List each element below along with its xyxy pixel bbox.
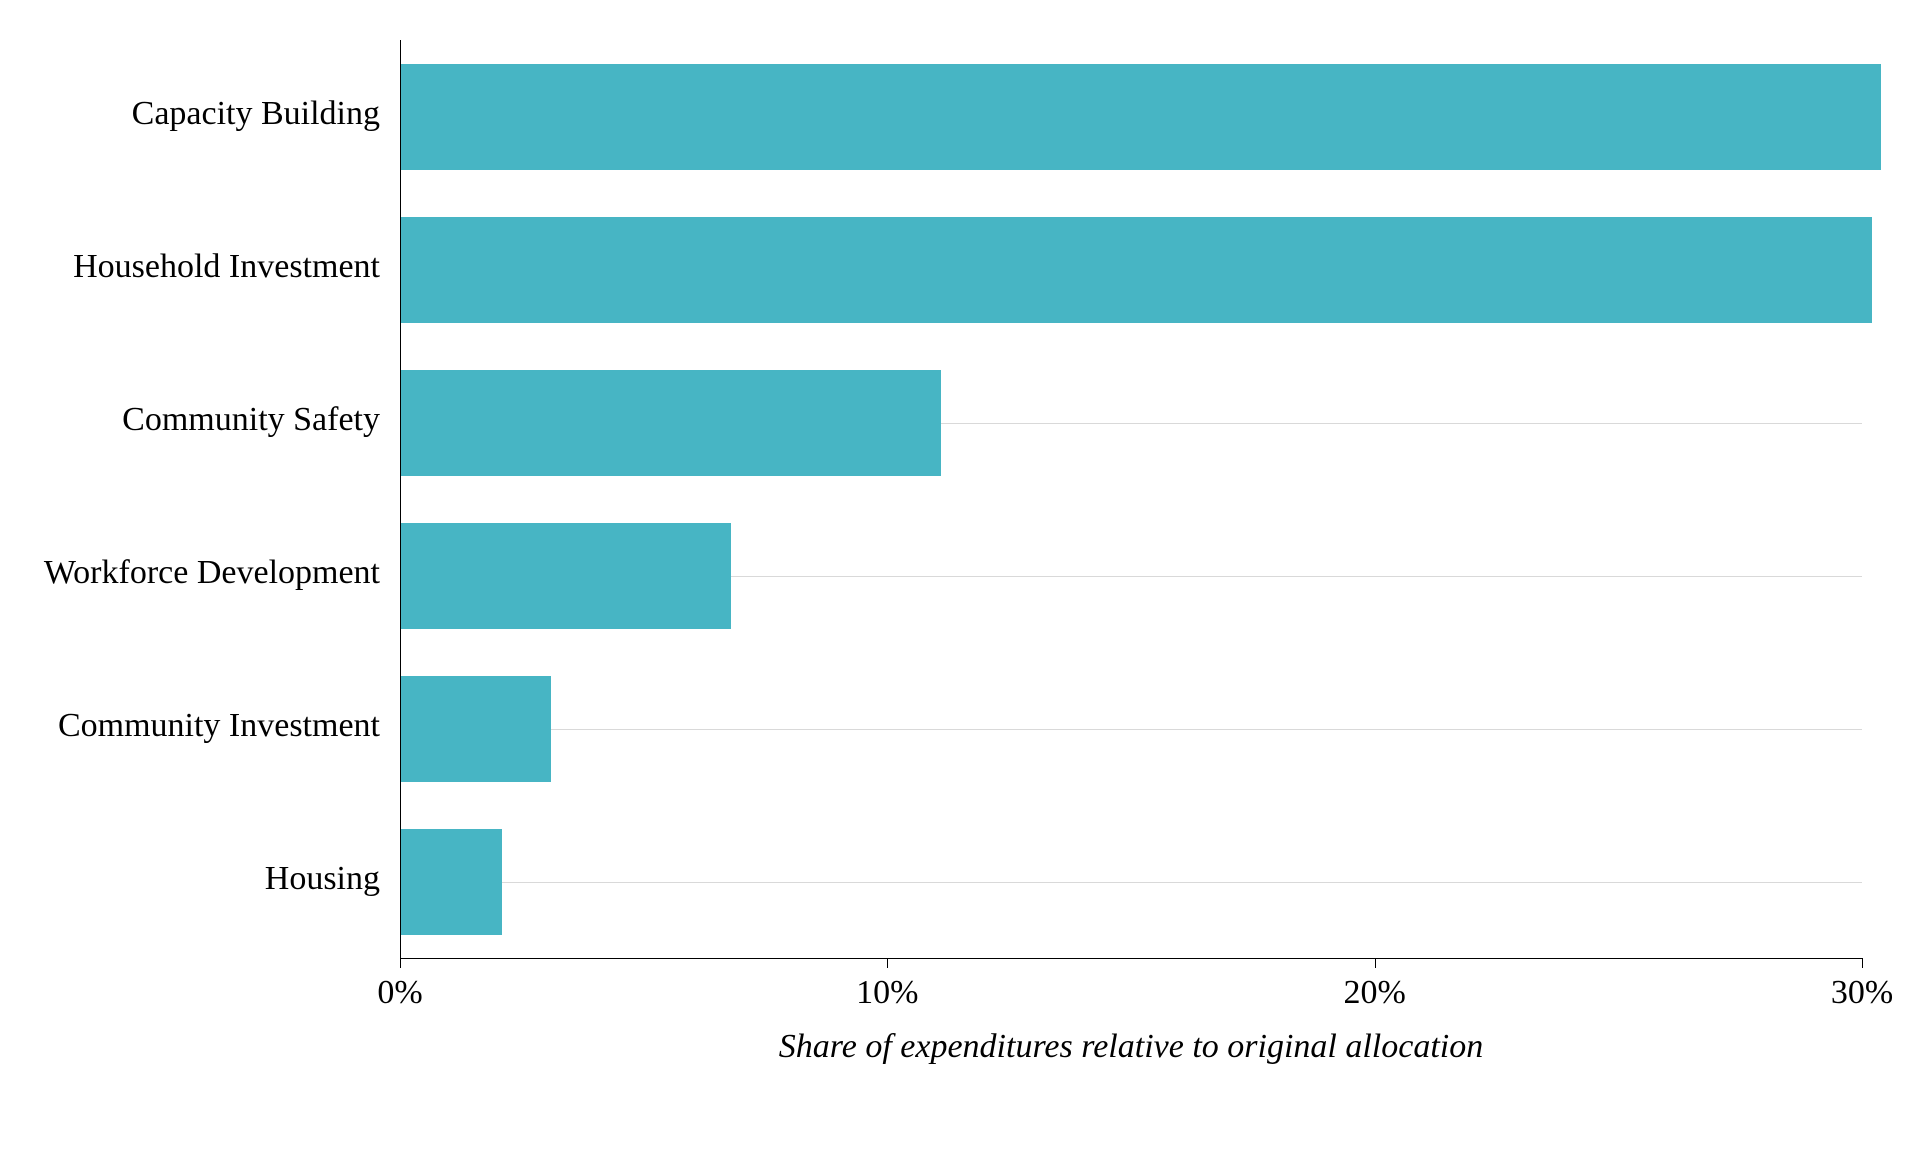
x-tick-label: 20% — [1343, 974, 1405, 1012]
y-axis-label: Workforce Development — [44, 554, 380, 592]
bar — [400, 676, 551, 782]
x-tick-mark — [1862, 958, 1863, 968]
x-tick-label: 0% — [377, 974, 422, 1012]
x-tick-mark — [1375, 958, 1376, 968]
y-axis-label: Community Investment — [58, 707, 380, 745]
bar — [400, 64, 1881, 170]
x-axis-line — [400, 958, 1862, 959]
y-axis-line — [400, 40, 401, 958]
x-tick-label: 10% — [856, 974, 918, 1012]
y-axis-label: Housing — [265, 860, 380, 898]
gridline — [400, 882, 1862, 883]
x-tick-label: 30% — [1831, 974, 1893, 1012]
y-axis-label: Household Investment — [73, 248, 380, 286]
gridline — [400, 729, 1862, 730]
chart-container: Capacity Building Household Investment Com… — [0, 0, 1920, 1152]
bar — [400, 370, 941, 476]
bar — [400, 829, 502, 935]
x-tick-mark — [400, 958, 401, 968]
y-axis-label: Capacity Building — [132, 95, 380, 133]
bar — [400, 217, 1872, 323]
y-axis-label: Community Safety — [122, 401, 380, 439]
bar — [400, 523, 731, 629]
x-tick-mark — [887, 958, 888, 968]
x-axis-title: Share of expenditures relative to origin… — [779, 1028, 1483, 1066]
